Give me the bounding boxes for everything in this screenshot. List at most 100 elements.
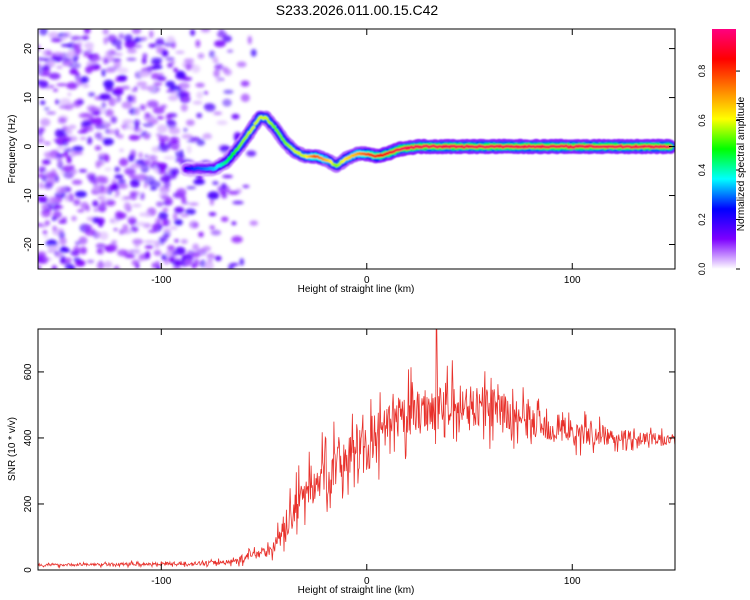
- heatmap-noise-blob: [73, 199, 81, 206]
- heatmap-noise-blob: [52, 88, 59, 92]
- x-tick-label: 100: [564, 576, 581, 587]
- heatmap-noise-blob: [114, 166, 121, 173]
- heatmap-noise-blob: [218, 144, 229, 152]
- snr-x-ticks: -100 0 100: [151, 329, 581, 587]
- heatmap-noise-blob: [104, 109, 114, 117]
- heatmap-noise-blob: [72, 100, 82, 108]
- heatmap-noise-blob: [174, 259, 182, 268]
- heatmap-noise-blob: [78, 169, 88, 173]
- heatmap-noise-blob: [61, 57, 72, 62]
- heatmap-noise-blob: [214, 63, 224, 71]
- heatmap-noise-blob: [98, 156, 104, 161]
- heatmap-noise-blob: [212, 181, 219, 185]
- heatmap-noise-blob: [196, 91, 204, 99]
- heatmap-noise-blob: [126, 47, 137, 54]
- heatmap-noise-blob: [38, 265, 42, 269]
- heatmap-noise-blob: [166, 141, 172, 149]
- heatmap-noise-blob: [180, 213, 189, 218]
- heatmap-noise-blob: [196, 112, 203, 119]
- heatmap-noise-blob: [104, 167, 112, 171]
- heatmap-noise-blob: [77, 209, 85, 213]
- heatmap-noise-blob: [60, 43, 73, 47]
- figure-title: S233.2026.011.00.15.C42: [276, 2, 439, 18]
- heatmap-noise-blob: [247, 35, 252, 45]
- heatmap-noise-blob: [57, 160, 64, 170]
- heatmap-noise-blob: [147, 85, 154, 91]
- heatmap-noise-blob: [198, 231, 204, 238]
- heatmap-noise-blob: [181, 134, 193, 139]
- heatmap-noise-blob: [215, 255, 222, 261]
- heatmap-noise-blob: [102, 29, 109, 35]
- heatmap-noise-blob: [39, 80, 49, 88]
- heatmap-noise-blob: [82, 50, 92, 58]
- heatmap-noise-blob: [63, 148, 74, 153]
- heatmap-noise-blob: [249, 220, 259, 226]
- heatmap-noise-blob: [89, 106, 101, 114]
- heatmap-noise-blob: [67, 193, 75, 202]
- heatmap-noise-blob: [156, 124, 168, 133]
- heatmap-noise-blob: [228, 190, 240, 195]
- heatmap-noise-blob: [42, 160, 48, 165]
- heatmap-noise-blob: [240, 93, 250, 103]
- heatmap-noise-blob: [38, 195, 48, 204]
- heatmap-x-ticks: -100 0 100: [151, 29, 581, 286]
- heatmap-noise-blob: [72, 145, 84, 152]
- heatmap-noise-blob: [44, 141, 51, 145]
- heatmap-noise-blob: [178, 82, 190, 90]
- heatmap-noise-blob: [59, 98, 71, 106]
- heatmap-noise-blob: [46, 178, 55, 186]
- heatmap-noise-blob: [144, 245, 154, 249]
- snr-y-axis-label: SNR (10 * v/v): [7, 417, 18, 481]
- heatmap-noise-blob: [44, 152, 57, 160]
- heatmap-noise-blob: [117, 212, 127, 220]
- heatmap-noise-blob: [131, 29, 142, 35]
- heatmap-noise-blob: [92, 185, 101, 192]
- heatmap-noise-blob: [94, 53, 99, 57]
- heatmap-noise-blob: [160, 195, 170, 200]
- heatmap-noise-blob: [100, 200, 106, 207]
- heatmap-noise-blob: [118, 33, 125, 40]
- colorbar-tick-label: 0.6: [697, 114, 707, 127]
- heatmap-noise-blob: [85, 205, 90, 212]
- heatmap-noise-blob: [154, 166, 159, 174]
- heatmap-noise-blob: [171, 250, 179, 256]
- heatmap-noise-blob: [161, 49, 169, 57]
- heatmap-noise-blob: [168, 255, 176, 262]
- heatmap-noise-blob: [119, 148, 124, 152]
- heatmap-noise-blob: [38, 251, 47, 257]
- heatmap-noise-blob: [128, 134, 141, 141]
- heatmap-noise-blob: [118, 183, 129, 190]
- heatmap-noise-blob: [131, 88, 138, 93]
- heatmap-noise-blob: [83, 29, 91, 34]
- heatmap-noise-blob: [158, 211, 169, 220]
- heatmap-noise-blob: [66, 128, 73, 135]
- heatmap-noise-blob: [91, 56, 103, 62]
- x-tick-label: 0: [364, 275, 370, 286]
- heatmap-noise-blob: [135, 221, 146, 227]
- heatmap-noise-blob: [204, 103, 216, 112]
- heatmap-ridge-cell: [265, 117, 269, 121]
- heatmap-noise-blob: [227, 49, 234, 53]
- heatmap-noise-blob: [88, 92, 96, 97]
- heatmap-noise-blob: [96, 249, 102, 253]
- heatmap-noise-blob: [123, 202, 131, 211]
- heatmap-noise-blob: [135, 107, 140, 116]
- heatmap-noise-blob: [78, 236, 88, 245]
- heatmap-noise-blob: [231, 113, 240, 120]
- heatmap-noise-blob: [175, 150, 180, 157]
- heatmap-noise-blob: [77, 40, 83, 48]
- y-tick-label: 10: [23, 92, 34, 104]
- heatmap-noise-blob: [203, 133, 212, 137]
- heatmap-noise-blob: [42, 230, 48, 235]
- heatmap-noise-blob: [44, 107, 50, 111]
- heatmap-noise-blob: [174, 219, 183, 226]
- heatmap-noise-blob: [150, 60, 162, 65]
- heatmap-noise-blob: [183, 58, 195, 63]
- heatmap-noise-blob: [39, 224, 48, 228]
- heatmap-noise-blob: [143, 240, 156, 244]
- heatmap-noise-blob: [165, 113, 172, 120]
- x-tick-label: 0: [364, 576, 370, 587]
- heatmap-noise-blob: [188, 202, 199, 206]
- heatmap-noise-blob: [70, 35, 82, 41]
